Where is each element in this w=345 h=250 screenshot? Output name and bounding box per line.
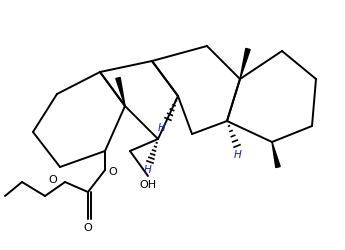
Text: H: H: [144, 164, 152, 174]
Text: OH: OH: [139, 179, 157, 189]
Polygon shape: [240, 49, 250, 80]
Text: H: H: [234, 150, 242, 159]
Text: O: O: [48, 174, 57, 184]
Text: H: H: [158, 122, 166, 132]
Text: O: O: [83, 222, 92, 232]
Polygon shape: [116, 78, 125, 106]
Text: O: O: [108, 166, 117, 176]
Polygon shape: [272, 142, 280, 168]
